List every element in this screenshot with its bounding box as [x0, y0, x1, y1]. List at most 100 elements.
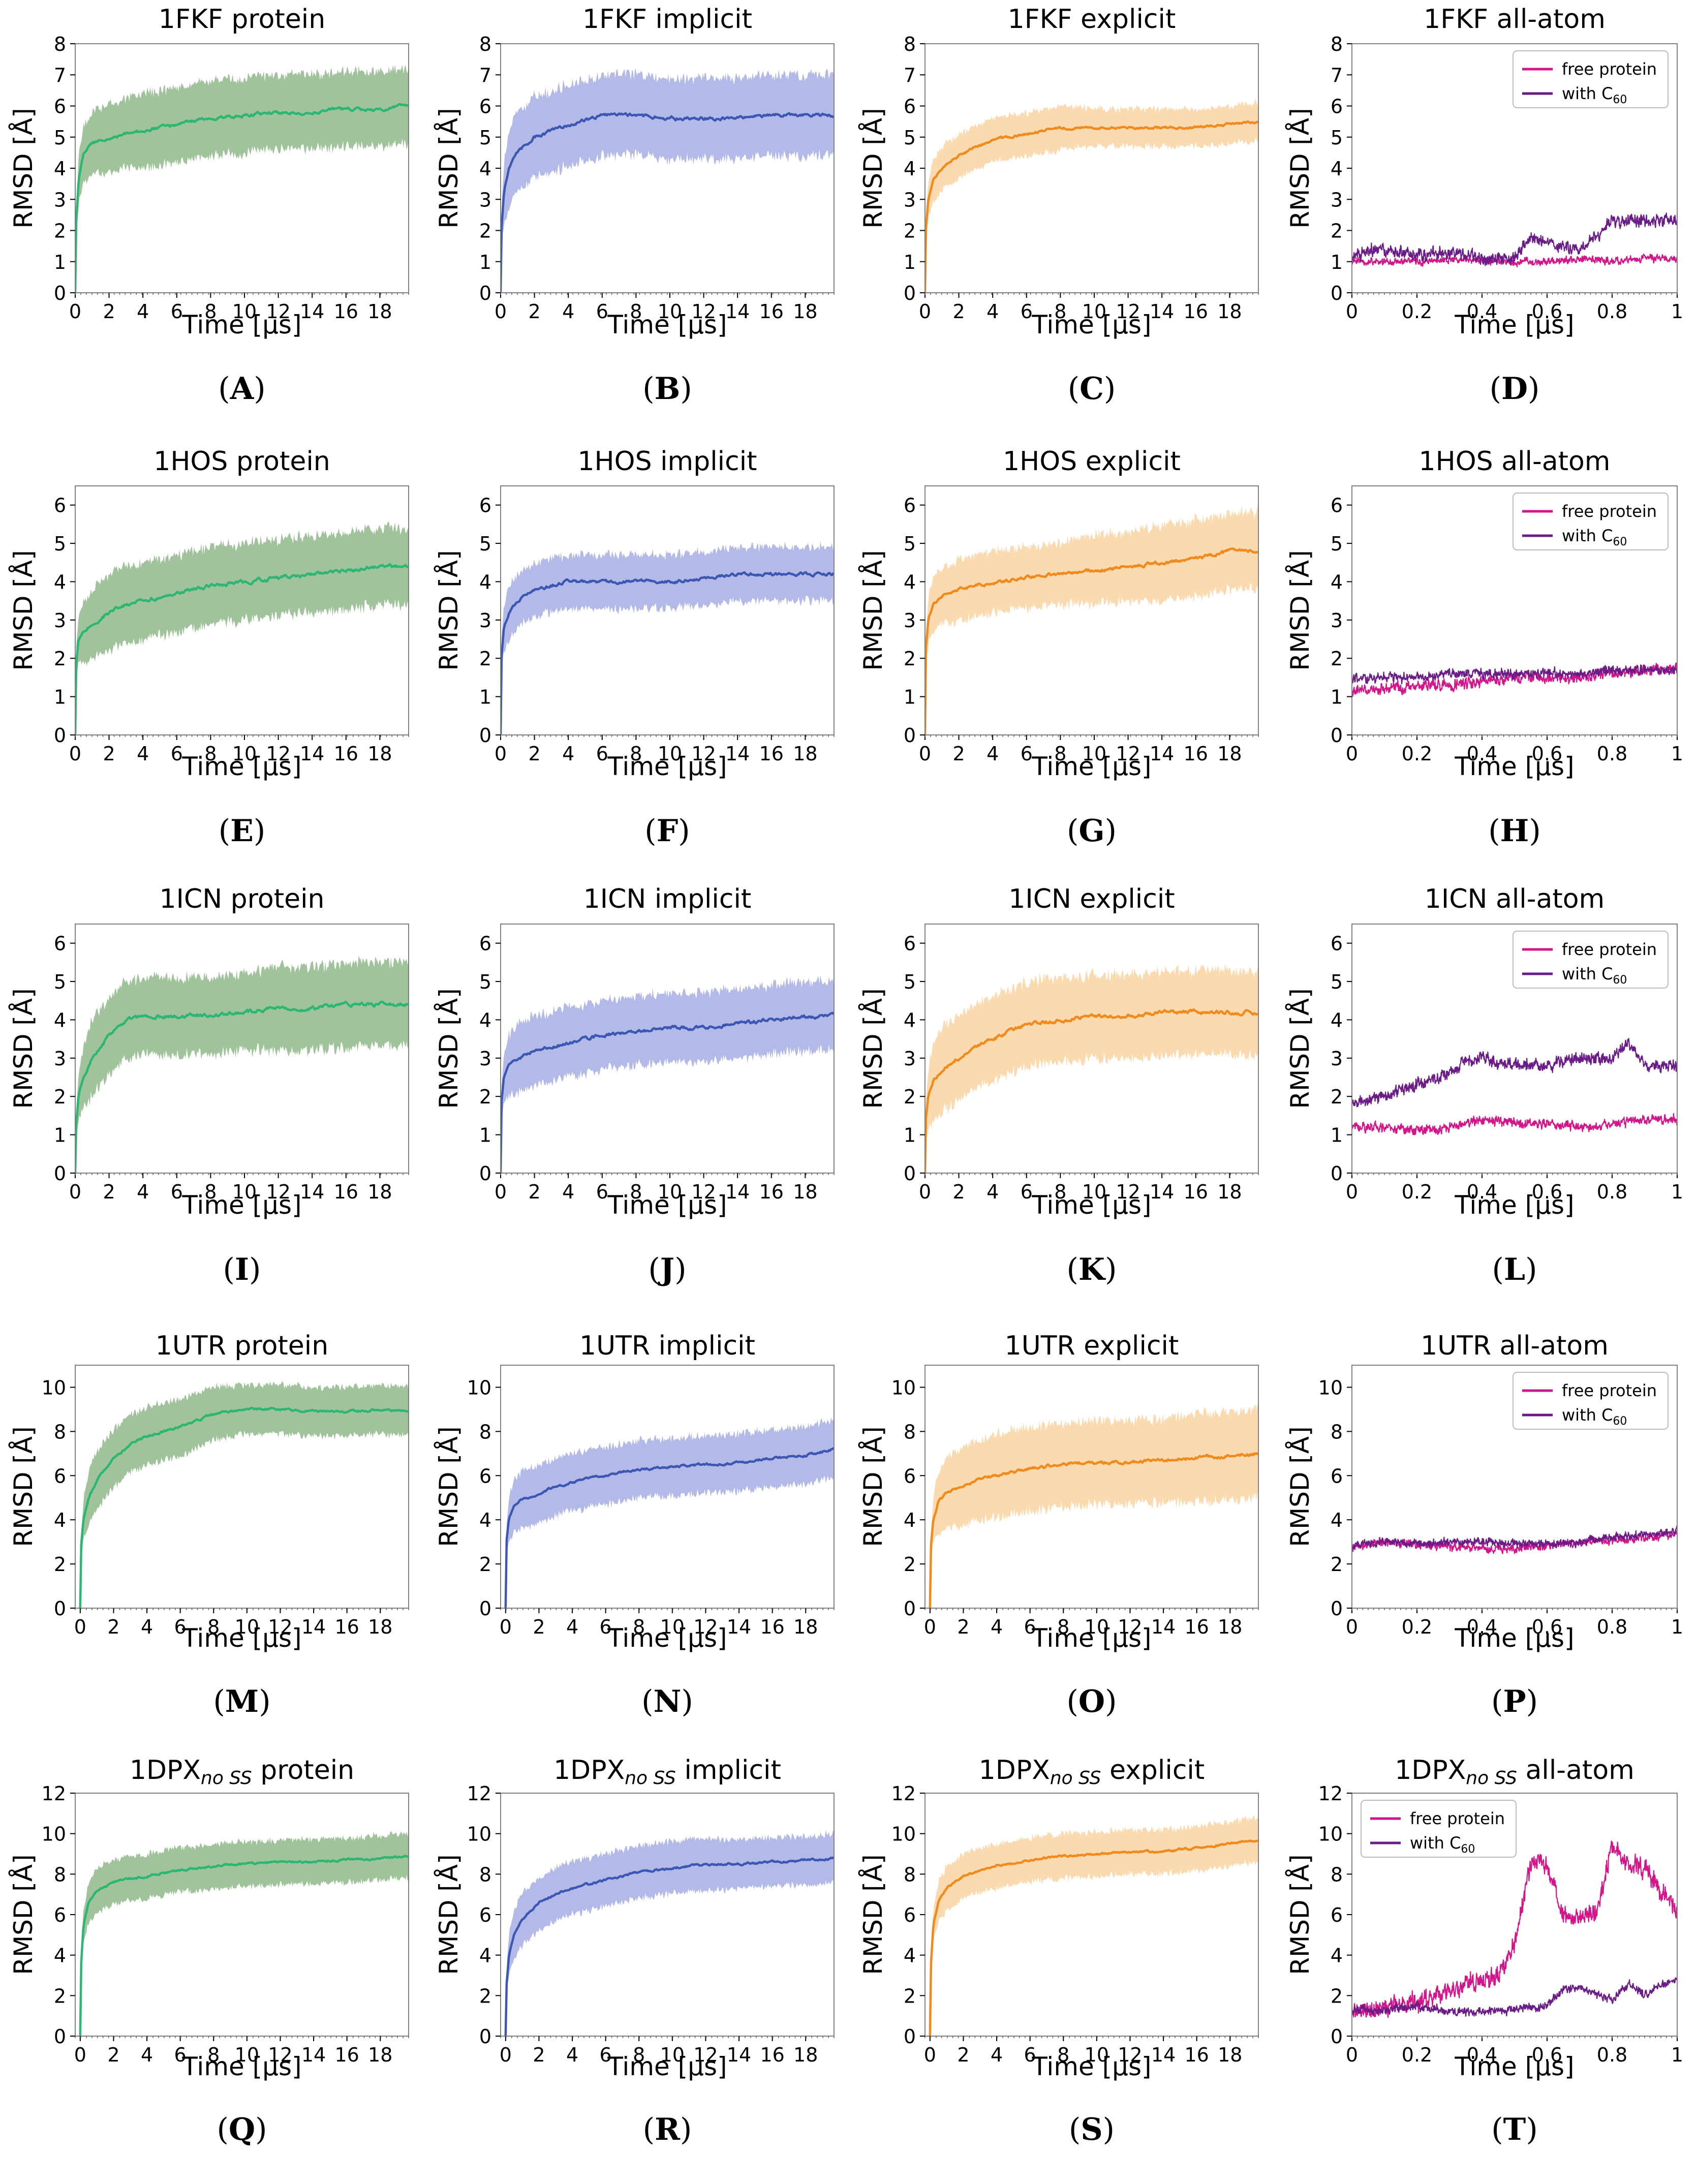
x-tick-label: 12: [693, 2044, 718, 2066]
x-tick-label: 6: [1024, 1616, 1036, 1638]
sd-band-explicit: [925, 963, 1258, 1173]
plot-area: [1352, 662, 1677, 697]
y-tick-label: 0: [479, 724, 491, 747]
y-tick-label: 0: [904, 282, 916, 304]
letter-paren: (: [1492, 1252, 1503, 1287]
legend-subscript: 60: [1613, 536, 1627, 548]
y-tick-label: 0: [1331, 1597, 1343, 1620]
x-tick-label: 12: [1118, 2044, 1142, 2066]
mean-line-explicit: [925, 547, 1258, 735]
x-tick-label: 12: [1116, 300, 1140, 323]
x-tick-label: 6: [174, 2044, 187, 2066]
x-tick-label: 0.6: [1532, 1181, 1562, 1203]
x-axis-label: Time [µs]: [1454, 1623, 1574, 1653]
y-tick-label: 5: [54, 971, 66, 993]
y-axis-label: RMSD [Å]: [1285, 550, 1315, 670]
panel-title: 1FKF explicit: [1008, 4, 1176, 35]
legend-label: free protein: [1562, 1381, 1657, 1400]
plot-area: [1352, 1525, 1677, 1554]
x-tick-label: 12: [1116, 743, 1140, 765]
x-tick-label: 14: [300, 1181, 324, 1203]
y-tick-label: 0: [479, 2025, 491, 2048]
x-tick-label: 18: [793, 743, 817, 765]
x-axis-label: Time [µs]: [607, 310, 727, 340]
letter-paren: (: [648, 1252, 660, 1287]
x-tick-label: 4: [137, 300, 149, 323]
y-tick-label: 4: [1331, 158, 1343, 180]
x-tick-label: 18: [793, 300, 817, 323]
x-tick-label: 18: [367, 743, 392, 765]
y-tick-label: 6: [479, 1904, 491, 1926]
letter-paren: ): [1529, 813, 1540, 849]
panel-title: 1UTR all-atom: [1421, 1331, 1609, 1361]
letter-paren: (: [643, 2112, 655, 2147]
x-tick-label: 12: [266, 300, 290, 323]
y-tick-label: 5: [904, 971, 916, 993]
y-tick-label: 6: [1331, 495, 1343, 517]
x-tick-label: 0.6: [1532, 743, 1562, 765]
letter-paren: ): [259, 1684, 270, 1719]
x-tick-label: 0.2: [1402, 1181, 1432, 1203]
letter-paren: (: [644, 813, 656, 849]
y-tick-label: 3: [1331, 189, 1343, 211]
legend: free protein with C60: [1361, 1800, 1517, 1858]
mean-line-implicit: [501, 571, 834, 735]
x-tick-label: 1: [1671, 743, 1683, 765]
x-tick-label: 12: [266, 1181, 290, 1203]
sd-band-explicit: [930, 1816, 1258, 2036]
axes-frame: [75, 1793, 409, 2037]
y-axis-label: RMSD [Å]: [1285, 1426, 1315, 1547]
x-tick-label: 14: [300, 300, 324, 323]
letter-paren: ): [1525, 1252, 1537, 1287]
mean-line-explicit: [929, 1452, 1258, 1608]
trace-with-C60: [1352, 1525, 1677, 1550]
letter-paren: ): [1528, 371, 1539, 407]
y-tick-label: 0: [54, 1597, 66, 1620]
x-tick-label: 2: [957, 1616, 969, 1638]
legend-label: with C60: [1410, 1833, 1475, 1856]
x-tick-label: 0: [919, 743, 931, 765]
y-tick-label: 2: [1331, 1086, 1343, 1108]
plot-area: [1352, 212, 1677, 267]
x-tick-label: 4: [141, 1616, 153, 1638]
x-tick-label: 10: [1082, 1181, 1106, 1203]
x-tick-label: 0.4: [1467, 300, 1497, 323]
x-tick-label: 14: [1150, 743, 1174, 765]
y-tick-label: 4: [904, 1009, 916, 1031]
letter-paren: ): [255, 2112, 267, 2147]
x-tick-label: 10: [660, 2044, 685, 2066]
y-tick-label: 1: [904, 251, 916, 273]
y-tick-label: 10: [467, 1376, 491, 1399]
y-tick-label: 8: [904, 1421, 916, 1443]
panel-title: 1UTR implicit: [579, 1331, 755, 1361]
x-axis-label: Time [µs]: [181, 1190, 301, 1220]
x-tick-label: 6: [600, 1616, 612, 1638]
y-tick-label: 8: [54, 1421, 66, 1443]
panel-title: 1HOS protein: [153, 446, 330, 477]
panel-title: 1UTR protein: [156, 1331, 328, 1361]
sd-band-protein: [80, 1380, 409, 1608]
letter-paren: (: [219, 813, 230, 849]
y-axis-label: RMSD [Å]: [1285, 988, 1315, 1109]
plot-area: [504, 1417, 834, 1608]
x-tick-label: 0: [919, 300, 931, 323]
letter-paren: ): [674, 1252, 686, 1287]
x-tick-label: 14: [727, 2044, 751, 2066]
panel-letter: (O): [1066, 1684, 1117, 1719]
letter-paren: ): [680, 371, 692, 407]
y-axis-label: RMSD [Å]: [858, 988, 888, 1109]
x-tick-label: 8: [633, 2044, 645, 2066]
letter-paren: (: [218, 371, 230, 407]
x-tick-label: 0: [69, 300, 81, 323]
x-tick-label: 0.2: [1402, 1616, 1432, 1638]
x-tick-label: 0.4: [1467, 1181, 1497, 1203]
x-tick-label: 16: [1184, 300, 1208, 323]
letter-char: J: [658, 1252, 674, 1287]
trace-with-C60: [1352, 1977, 1677, 2017]
x-tick-label: 0.4: [1467, 743, 1497, 765]
